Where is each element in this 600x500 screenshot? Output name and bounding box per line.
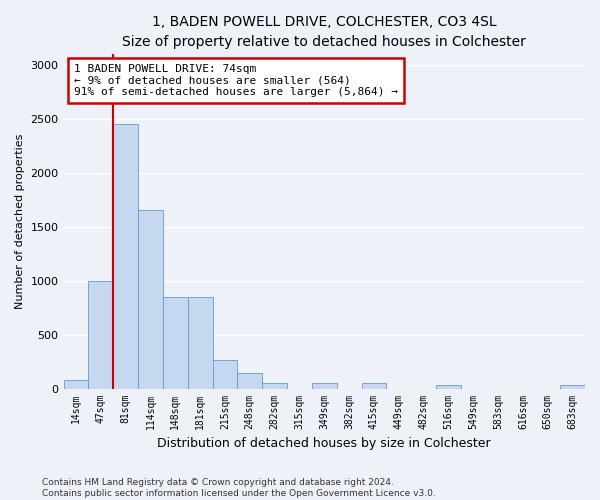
Bar [262, 383, 287, 388]
Bar [113, 124, 138, 388]
Text: 1 BADEN POWELL DRIVE: 74sqm
← 9% of detached houses are smaller (564)
91% of sem: 1 BADEN POWELL DRIVE: 74sqm ← 9% of deta… [74, 64, 398, 97]
Title: 1, BADEN POWELL DRIVE, COLCHESTER, CO3 4SL
Size of property relative to detached: 1, BADEN POWELL DRIVE, COLCHESTER, CO3 4… [122, 15, 526, 48]
Bar [188, 297, 212, 388]
Bar [238, 374, 262, 388]
Bar [362, 383, 386, 388]
Bar [436, 386, 461, 388]
Bar [138, 210, 163, 388]
Bar [312, 382, 337, 388]
Y-axis label: Number of detached properties: Number of detached properties [15, 134, 25, 309]
X-axis label: Distribution of detached houses by size in Colchester: Distribution of detached houses by size … [157, 437, 491, 450]
Bar [560, 386, 585, 388]
Bar [212, 360, 238, 388]
Bar [64, 380, 88, 388]
Text: Contains HM Land Registry data © Crown copyright and database right 2024.
Contai: Contains HM Land Registry data © Crown c… [42, 478, 436, 498]
Bar [88, 280, 113, 388]
Bar [163, 297, 188, 388]
